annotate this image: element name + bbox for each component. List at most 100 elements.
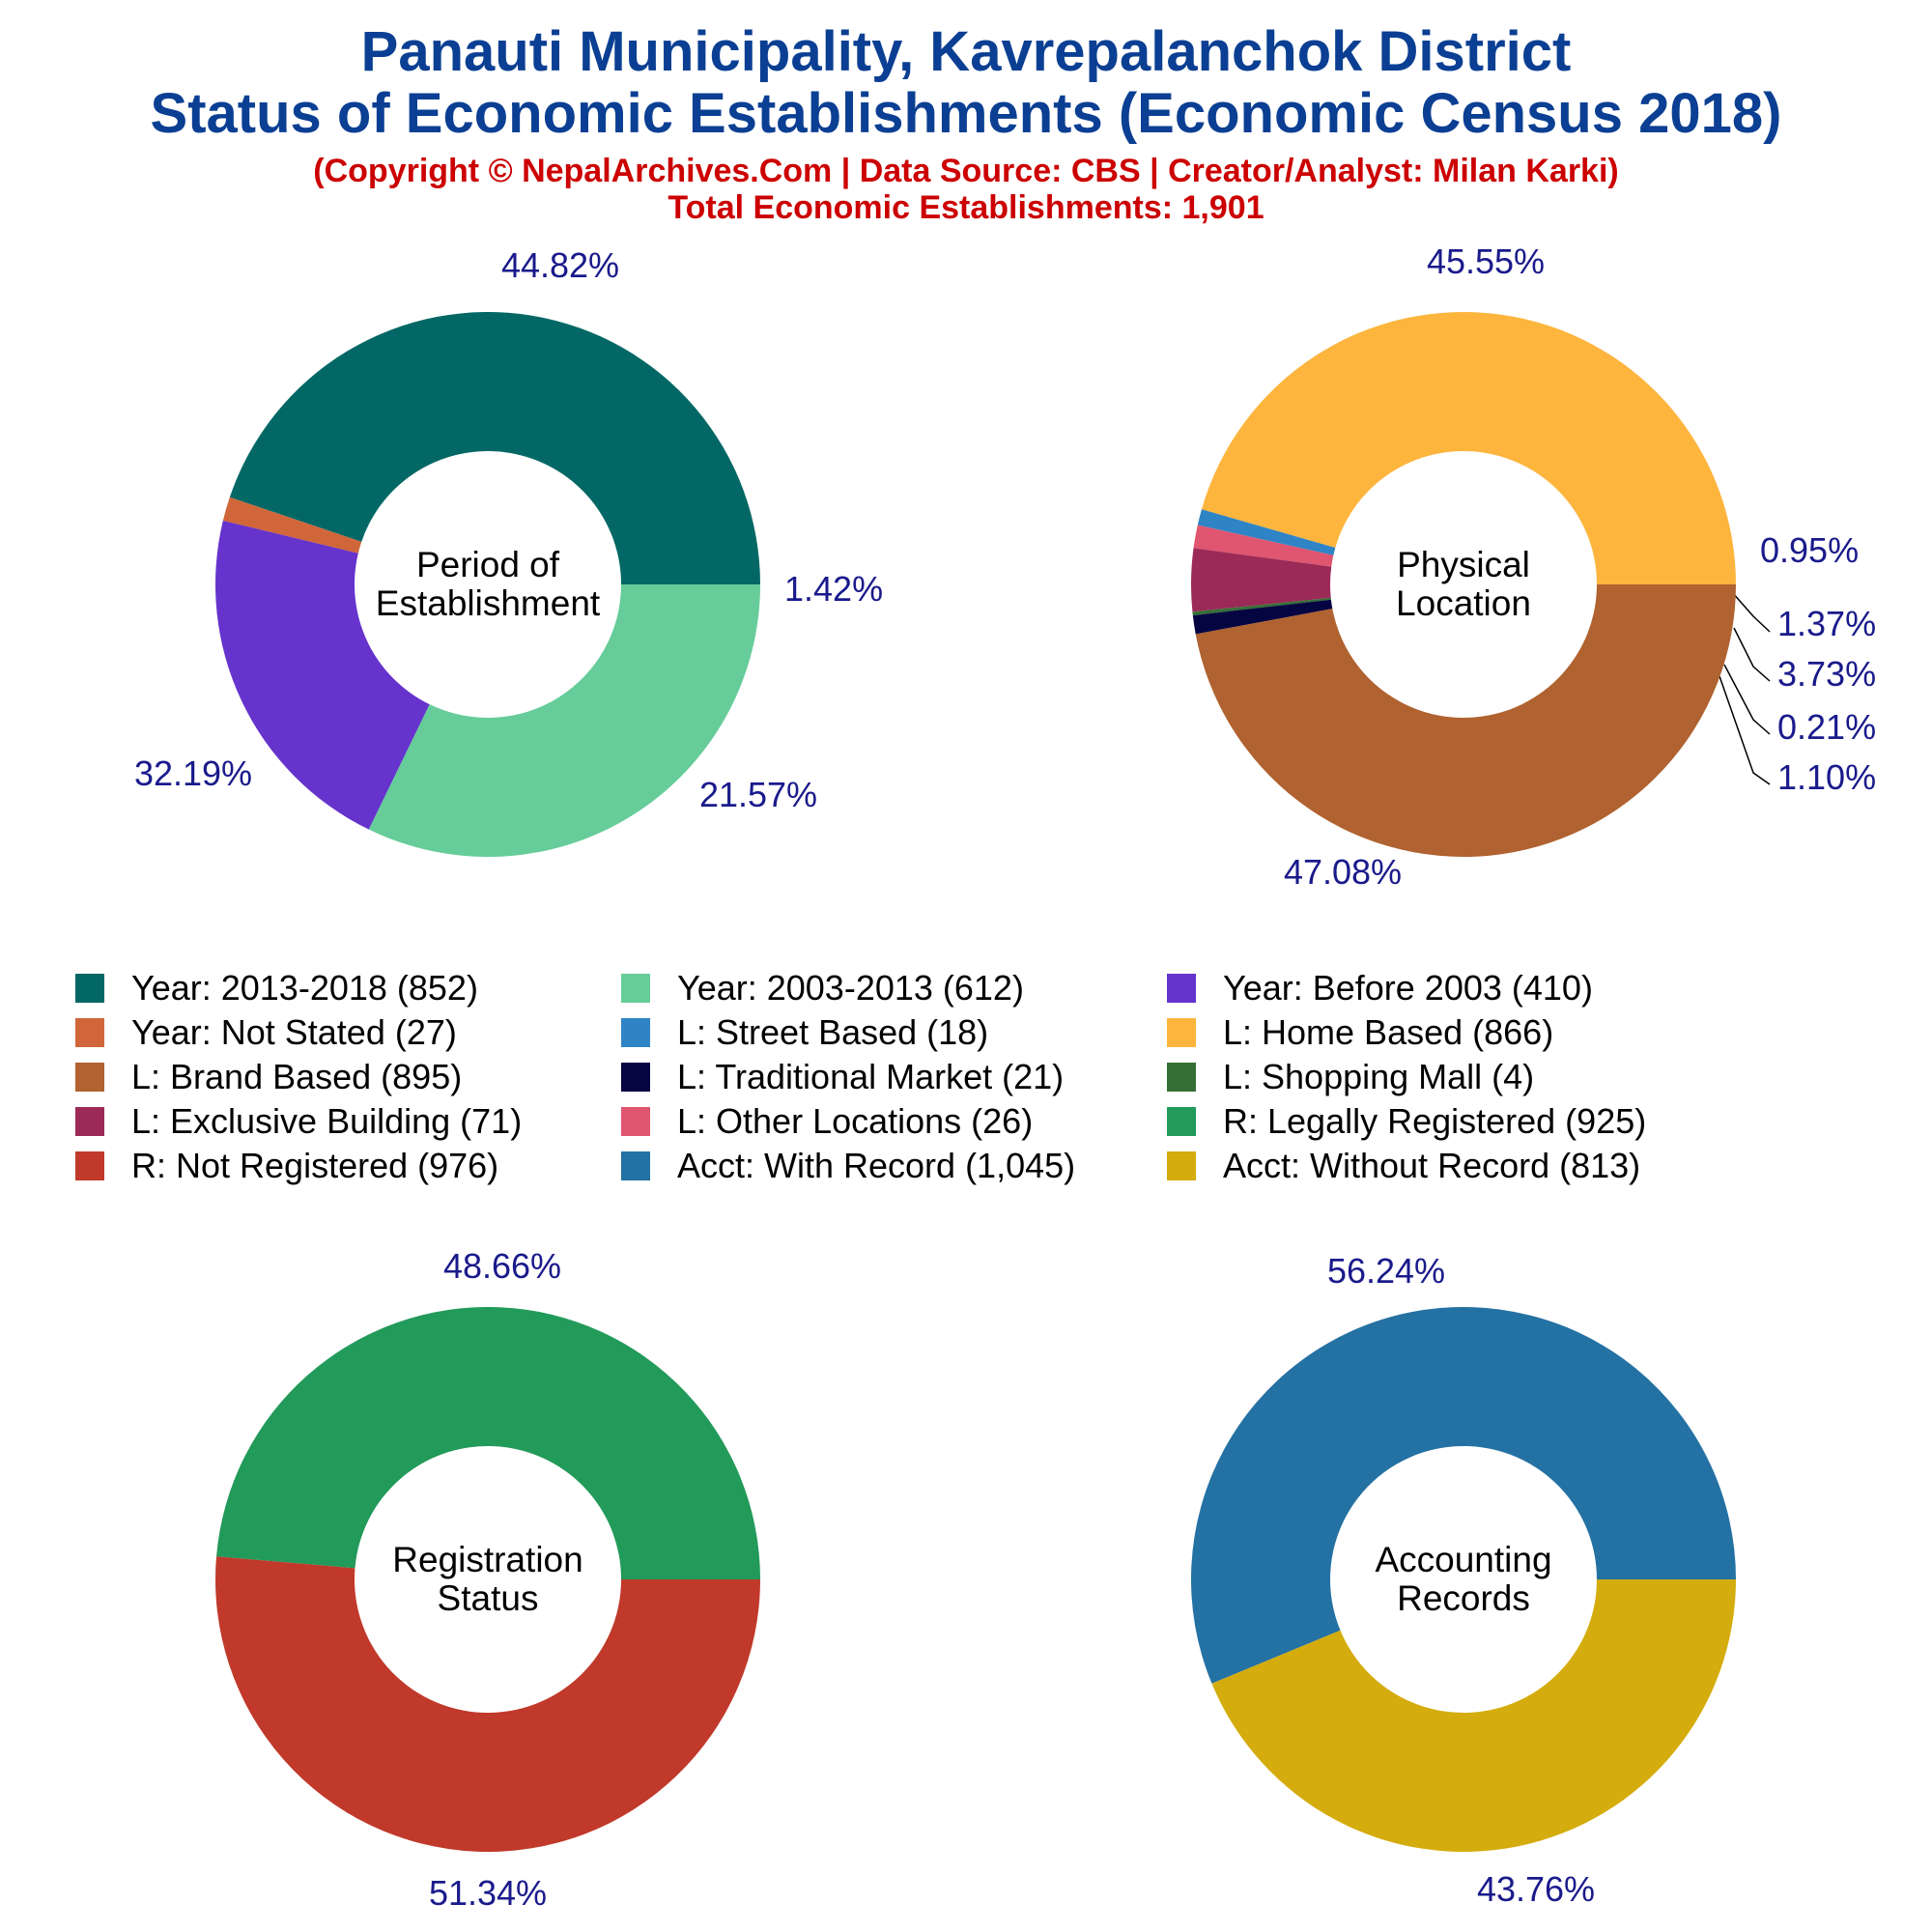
legend-row: L: Brand Based (895) L: Traditional Marke…	[75, 1055, 1891, 1099]
legend-row: L: Exclusive Building (71) L: Other Locat…	[75, 1099, 1891, 1144]
chart-title-line-1: Panauti Municipality, Kavrepalanchok Dis…	[360, 20, 1572, 83]
data-label-l-brand-based: 47.08%	[1284, 852, 1402, 892]
slice-year-2003-2013	[368, 584, 760, 857]
data-label-year-not-stated: 1.42%	[784, 569, 883, 609]
legend-item: Acct: Without Record (813)	[1167, 1144, 1713, 1188]
center-label-line-2: Records	[1397, 1578, 1530, 1618]
center-label-line-1: Period of	[416, 545, 560, 584]
legend-item: Year: 2003-2013 (612)	[621, 966, 1167, 1010]
legend-label: L: Traditional Market (21)	[677, 1057, 1065, 1096]
legend-row: Year: Not Stated (27) L: Street Based (18…	[75, 1010, 1891, 1055]
legend-swatch	[1167, 1018, 1196, 1047]
legend-label: L: Brand Based (895)	[131, 1057, 463, 1096]
chart-title-line-2: Status of Economic Establishments (Econo…	[150, 82, 1782, 145]
center-label-line-1: Accounting	[1375, 1540, 1551, 1579]
data-label-l-home-based: 45.55%	[1427, 242, 1545, 281]
legend-label: L: Home Based (866)	[1223, 1012, 1554, 1052]
slice-r-legally-registered	[216, 1306, 761, 1579]
legend-item: L: Other Locations (26)	[621, 1099, 1167, 1144]
slice-year-before-2003	[215, 520, 430, 830]
legend-label: Acct: Without Record (813)	[1223, 1146, 1641, 1185]
center-label-line-2: Location	[1396, 583, 1531, 623]
legend-item: Year: Before 2003 (410)	[1167, 966, 1713, 1010]
leader-line-l-other-locations	[1731, 591, 1771, 633]
legend-label: Year: Not Stated (27)	[131, 1012, 457, 1052]
leader-line-l-traditional-market	[1719, 675, 1771, 785]
data-label-l-traditional-market: 1.10%	[1777, 757, 1876, 797]
legend-item: Year: 2013-2018 (852)	[75, 966, 621, 1010]
legend-label: L: Other Locations (26)	[677, 1101, 1034, 1141]
center-label-line-2: Status	[438, 1578, 539, 1618]
legend-item: Acct: With Record (1,045)	[621, 1144, 1167, 1188]
legend-item: L: Traditional Market (21)	[621, 1055, 1167, 1099]
legend-item: Year: Not Stated (27)	[75, 1010, 621, 1055]
legend-row: R: Not Registered (976) Acct: With Record…	[75, 1144, 1891, 1188]
center-label-line-2: Establishment	[376, 583, 601, 623]
data-label-l-street-based: 0.95%	[1760, 530, 1859, 570]
donut-chart-2: 45.55% 0.95% 1.37% 3.73% 0.21% 1.10% 47.08% Phy…	[1190, 242, 1876, 892]
legend-swatch	[1167, 1107, 1196, 1136]
chart-subtitle-copyright: (Copyright © NepalArchives.Com | Data So…	[313, 153, 1619, 189]
data-label-year-2013-2018: 44.82%	[501, 245, 619, 285]
legend-swatch	[621, 1063, 650, 1092]
legend-label: Acct: With Record (1,045)	[677, 1146, 1076, 1185]
slice-l-shopping-mall	[1192, 597, 1331, 616]
legend-item: L: Street Based (18)	[621, 1010, 1167, 1055]
chart-header: Panauti Municipality, Kavrepalanchok Dis…	[0, 0, 1932, 227]
legend-swatch	[75, 1151, 104, 1180]
slice-l-street-based	[1197, 509, 1336, 555]
legend-swatch	[75, 974, 104, 1003]
donut-chart-1: 44.82% 1.42% 21.57% 32.19% Period ofEstablis…	[134, 245, 883, 857]
legend-swatch	[1167, 1151, 1196, 1180]
slice-acct-without-record	[1211, 1579, 1736, 1852]
data-label-r-legally-registered: 48.66%	[443, 1246, 561, 1286]
legend-label: Year: 2013-2018 (852)	[131, 968, 478, 1008]
legend-swatch	[75, 1018, 104, 1047]
slice-l-traditional-market	[1192, 599, 1333, 635]
legend-label: L: Exclusive Building (71)	[131, 1101, 523, 1141]
legend-label: L: Shopping Mall (4)	[1223, 1057, 1535, 1096]
legend-item: L: Shopping Mall (4)	[1167, 1055, 1713, 1099]
slice-l-other-locations	[1193, 525, 1334, 567]
slice-r-not-registered	[215, 1556, 760, 1852]
data-label-l-other-locations: 1.37%	[1777, 604, 1876, 643]
slice-l-brand-based	[1195, 584, 1736, 857]
data-label-acct-without-record: 43.76%	[1477, 1869, 1595, 1909]
data-label-r-not-registered: 51.34%	[429, 1873, 547, 1913]
data-label-acct-with-record: 56.24%	[1327, 1251, 1445, 1291]
legend-label: Year: 2003-2013 (612)	[677, 968, 1024, 1008]
chart-subtitle-total: Total Economic Establishments: 1,901	[668, 189, 1264, 226]
data-label-year-2003-2013: 32.19%	[134, 753, 252, 793]
legend-label: Year: Before 2003 (410)	[1223, 968, 1593, 1008]
slice-acct-with-record	[1190, 1306, 1736, 1684]
center-label-line-1: Registration	[392, 1540, 582, 1579]
legend-item: L: Exclusive Building (71)	[75, 1099, 621, 1144]
leader-line-l-shopping-mall	[1723, 664, 1771, 735]
legend-item: L: Brand Based (895)	[75, 1055, 621, 1099]
legend-swatch	[621, 1107, 650, 1136]
legend-row: Year: 2013-2018 (852) Year: 2003-2013 (61…	[75, 966, 1891, 1010]
data-label-l-shopping-mall: 0.21%	[1777, 707, 1876, 747]
legend-swatch	[621, 1151, 650, 1180]
legend-item: R: Not Registered (976)	[75, 1144, 621, 1188]
legend-swatch	[75, 1063, 104, 1092]
slice-year-2013-2018	[229, 312, 760, 584]
legend-swatch	[1167, 974, 1196, 1003]
legend-swatch	[1167, 1063, 1196, 1092]
data-label-l-exclusive-building: 3.73%	[1777, 654, 1876, 694]
legend-item: R: Legally Registered (925)	[1167, 1099, 1713, 1144]
legend-label: R: Not Registered (976)	[131, 1146, 499, 1185]
center-label-line-1: Physical	[1397, 545, 1530, 584]
legend-swatch	[621, 1018, 650, 1047]
legend-label: L: Street Based (18)	[677, 1012, 989, 1052]
slice-year-not-stated	[222, 497, 362, 554]
legend-swatch	[75, 1107, 104, 1136]
data-label-year-before-2003: 21.57%	[699, 775, 817, 814]
legend-label: R: Legally Registered (925)	[1223, 1101, 1647, 1141]
chart-legend: Year: 2013-2018 (852) Year: 2003-2013 (61…	[75, 966, 1891, 1188]
legend-item: L: Home Based (866)	[1167, 1010, 1713, 1055]
slice-l-home-based	[1201, 311, 1736, 584]
